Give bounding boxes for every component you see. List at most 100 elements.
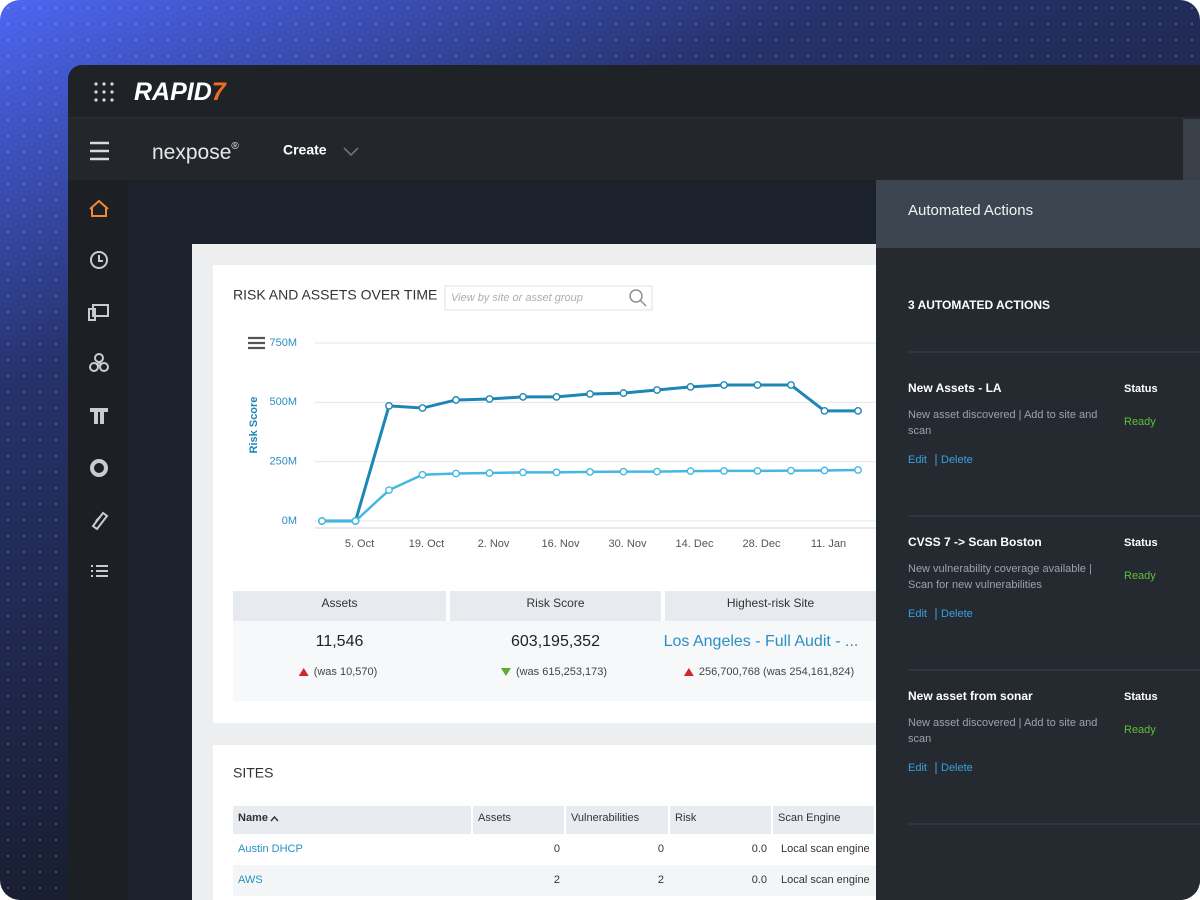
y-tick-label: 750M: [269, 337, 297, 349]
data-point: [418, 404, 427, 412]
stats-header: Assets: [321, 596, 357, 610]
data-point: [619, 467, 628, 476]
edit-link[interactable]: Edit: [908, 608, 927, 620]
policy-icon[interactable]: [90, 408, 108, 424]
x-tick-label: 19. Oct: [409, 538, 444, 550]
product-mark: ®: [231, 141, 239, 152]
hamburger-menu[interactable]: [90, 141, 109, 161]
status-label: Status: [1124, 537, 1158, 549]
create-menu[interactable]: Create: [283, 142, 327, 158]
y-tick-label: 250M: [269, 456, 297, 468]
data-point: [787, 466, 795, 475]
chart-menu[interactable]: [248, 336, 265, 350]
edit-link[interactable]: Edit: [908, 762, 927, 774]
chart-plot: 0M 250M 500M 750M 5. Oct 19. Oct 2. Nov 16. Nov…: [269, 337, 876, 550]
table-cell: Local scan engine: [781, 874, 870, 886]
reports-icon[interactable]: [90, 459, 108, 477]
actions-list: New Assets - LA Status New asset discovere…: [908, 381, 1200, 825]
data-point: [753, 381, 762, 389]
data-point: [519, 392, 527, 401]
column-header[interactable]: Vulnerabilities: [571, 812, 640, 824]
stats-table: Assets 11,546 (was 10,570) Risk Score 603,19…: [233, 591, 876, 701]
column-header[interactable]: Name: [238, 812, 268, 824]
action-description: New asset discovered | Add to site and: [908, 409, 1097, 421]
action-description: New vulnerability coverage available |: [908, 563, 1092, 575]
data-point: [720, 381, 728, 389]
home-icon[interactable]: [89, 199, 109, 217]
table-row: [233, 865, 876, 896]
data-point: [787, 381, 795, 389]
assets-icon[interactable]: [88, 304, 109, 321]
data-point: [418, 470, 427, 479]
tags-icon[interactable]: [91, 511, 109, 531]
stats-header-cell: [233, 591, 446, 621]
app-launcher[interactable]: [94, 82, 114, 102]
biohazard-icon[interactable]: [89, 353, 109, 372]
product: nexpose: [152, 141, 231, 164]
search-icon-handle: [639, 299, 647, 307]
stats-body: [233, 621, 876, 701]
status-label: Status: [1124, 383, 1158, 395]
table-cell: 2: [554, 874, 560, 886]
search-placeholder: View by site or asset group: [451, 292, 583, 304]
delete-link[interactable]: Delete: [941, 762, 973, 774]
data-point: [351, 517, 360, 525]
search-field[interactable]: [444, 285, 653, 311]
trend-up: [683, 668, 694, 676]
list-icon[interactable]: [91, 565, 108, 577]
actions-header: [876, 180, 1200, 248]
data-point: [653, 386, 661, 394]
data-point: [686, 467, 695, 476]
site-link[interactable]: AWS: [238, 874, 263, 886]
trend-down: [500, 668, 511, 676]
delete-link[interactable]: Delete: [941, 454, 973, 466]
sites-title: SITES: [233, 765, 273, 781]
chart-title: RISK AND ASSETS OVER TIME: [233, 287, 437, 303]
chevron[interactable]: [343, 147, 359, 157]
data-point: [385, 401, 393, 410]
data-point: [385, 486, 393, 495]
column-header[interactable]: Risk: [675, 812, 697, 824]
x-tick-label: 5. Oct: [345, 538, 374, 550]
data-point: [753, 467, 762, 475]
action-description: Scan for new vulnerabilities: [908, 579, 1042, 591]
table-row: [233, 834, 876, 865]
data-point: [619, 389, 628, 397]
trend-up: [298, 668, 309, 676]
column-header-cell: [473, 806, 564, 836]
x-tick-label: 30. Nov: [609, 538, 647, 550]
action-name: CVSS 7 -> Scan Boston: [908, 535, 1042, 549]
action-name: New Assets - LA: [908, 381, 1002, 395]
stats-header-cell: [450, 591, 661, 621]
status-value: Ready: [1124, 570, 1156, 582]
data-point: [586, 467, 594, 476]
y-tick-label: 500M: [269, 396, 297, 408]
search-icon[interactable]: [629, 289, 643, 303]
delete-link[interactable]: Delete: [941, 608, 973, 620]
edit-link[interactable]: Edit: [908, 454, 927, 466]
data-point: [552, 468, 561, 477]
data-point: [653, 467, 661, 476]
stat-change: (was 615,253,173): [516, 666, 607, 678]
column-header[interactable]: Assets: [478, 812, 512, 824]
action-description: scan: [908, 733, 931, 745]
sort-caret: [270, 815, 279, 822]
data-point: [820, 466, 829, 475]
data-point: [720, 467, 728, 475]
clock-icon[interactable]: [90, 251, 108, 269]
column-header[interactable]: Scan Engine: [778, 812, 840, 824]
stat-link[interactable]: Los Angeles - Full Audit - ...: [664, 633, 859, 650]
table-cell: 0.0: [752, 843, 767, 855]
sidebar: [68, 180, 128, 900]
data-point: [519, 468, 527, 477]
site-link[interactable]: Austin DHCP: [238, 843, 303, 855]
column-header-cell: [773, 806, 874, 836]
search-box[interactable]: View by site or asset group: [444, 285, 653, 311]
action-description: scan: [908, 425, 931, 437]
brand-logo: RAPID7: [134, 78, 227, 106]
status-label: Status: [1124, 691, 1158, 703]
table-cell: 2: [658, 874, 664, 886]
data-point: [854, 406, 862, 415]
column-header-cell: [233, 806, 471, 836]
x-tick-label: 16. Nov: [542, 538, 580, 550]
